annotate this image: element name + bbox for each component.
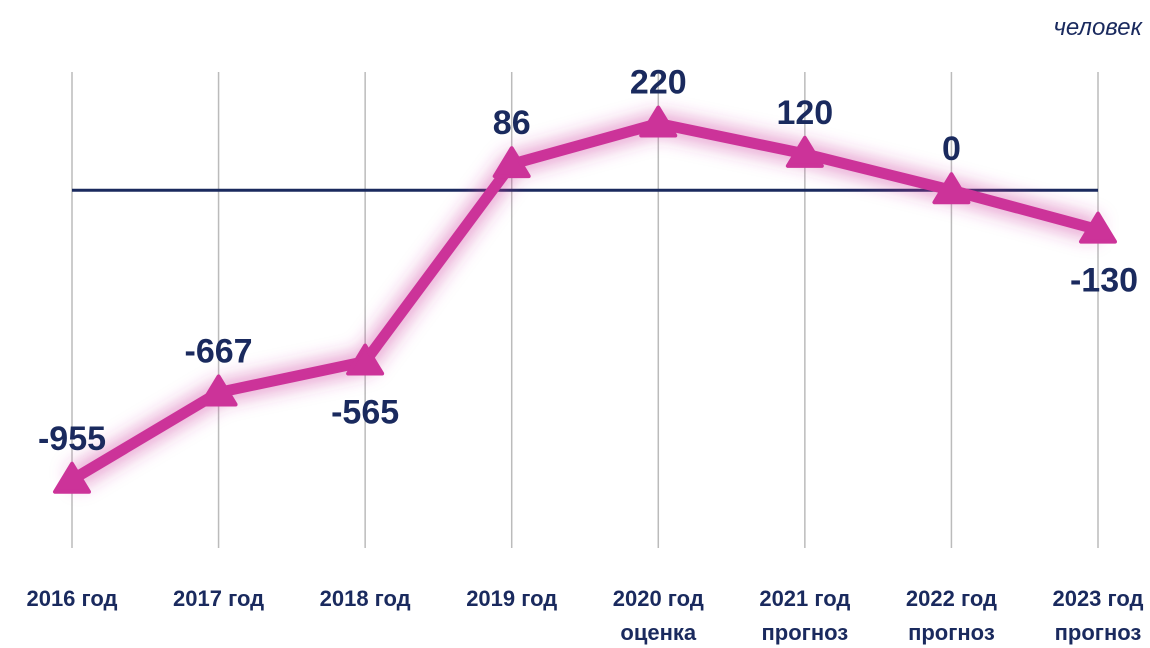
marker — [346, 343, 385, 376]
data-label: -130 — [1070, 262, 1138, 300]
x-tick-label: 2019 год — [466, 586, 557, 611]
marker — [785, 135, 824, 168]
x-tick-note: прогноз — [762, 620, 849, 645]
x-tick-label: 2023 год — [1052, 586, 1143, 611]
unit-label: человек — [1053, 14, 1143, 41]
x-tick-label: 2020 год — [613, 586, 704, 611]
data-label: 86 — [493, 104, 531, 142]
data-label: 120 — [776, 94, 833, 132]
data-label: -667 — [185, 332, 253, 370]
line-glow — [66, 112, 1101, 490]
x-tick-label: 2017 год — [173, 586, 264, 611]
line — [69, 118, 1100, 485]
x-tick-label: 2016 год — [26, 586, 117, 611]
marker — [199, 374, 238, 407]
x-tick-note: оценка — [620, 620, 696, 645]
x-tick-label: 2022 год — [906, 586, 997, 611]
marker — [1079, 211, 1117, 244]
data-label: 0 — [942, 130, 961, 168]
x-tick-note: прогноз — [908, 620, 995, 645]
marker — [932, 172, 971, 205]
x-tick-note: прогноз — [1055, 620, 1142, 645]
x-tick-label: 2018 год — [320, 586, 411, 611]
data-label: -565 — [331, 394, 399, 432]
data-label: 220 — [630, 64, 687, 102]
marker — [492, 146, 531, 179]
data-label: -955 — [38, 420, 106, 458]
x-tick-label: 2021 год — [759, 586, 850, 611]
marker — [639, 105, 678, 138]
marker — [53, 461, 91, 494]
